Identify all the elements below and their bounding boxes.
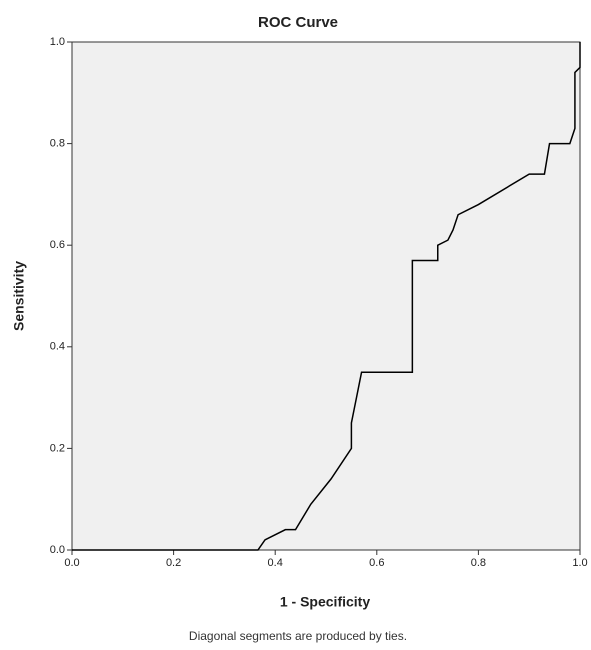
x-tick-label: 0.4	[268, 557, 283, 569]
chart-title: ROC Curve	[258, 14, 338, 31]
y-tick-label: 0.0	[50, 544, 65, 556]
roc-curve	[72, 42, 581, 551]
y-tick-label: 0.8	[50, 138, 65, 150]
plot-area	[71, 41, 581, 551]
y-tick-label: 0.4	[50, 341, 65, 353]
x-tick-label: 0.2	[166, 557, 181, 569]
x-tick-label: 0.0	[64, 557, 79, 569]
y-axis-label: Sensitivity	[11, 261, 27, 331]
x-axis-label: 1 - Specificity	[280, 594, 370, 610]
footnote: Diagonal segments are produced by ties.	[189, 629, 407, 643]
x-tick-label: 1.0	[572, 557, 587, 569]
x-tick-label: 0.8	[471, 557, 486, 569]
y-tick-label: 0.6	[50, 239, 65, 251]
y-tick-label: 1.0	[50, 36, 65, 48]
y-tick-label: 0.2	[50, 442, 65, 454]
x-tick-label: 0.6	[369, 557, 384, 569]
